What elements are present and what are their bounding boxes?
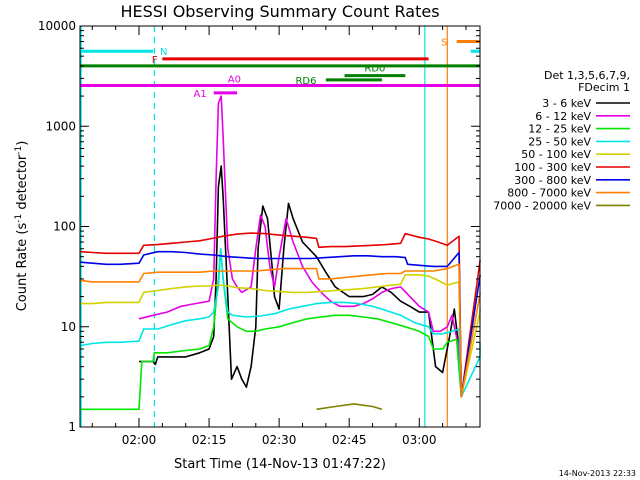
y-tick-label-10: 10 — [61, 320, 76, 334]
x-tick-label-02-30: 02:30 — [262, 433, 297, 447]
x-tick-label-02-00: 02:00 — [122, 433, 157, 447]
legend-label-12-25-kev: 12 - 25 keV — [528, 123, 591, 136]
series-line-12-25-kev — [80, 247, 463, 411]
flag-label-a0: A0 — [228, 74, 241, 85]
y-label-middle: detector — [15, 154, 30, 214]
y-axis-label: Count Rate (s-1 detector-1) — [14, 141, 30, 312]
legend-label-6-12-kev: 6 - 12 keV — [535, 110, 591, 123]
flag-label-n: N — [160, 47, 167, 58]
y-label-exp-1: -1 — [14, 214, 24, 223]
series-line-300-800-kev — [80, 250, 481, 398]
series-line-6-12-kev — [138, 95, 463, 397]
y-tick-label-1000: 1000 — [45, 119, 76, 133]
legend-label-800-7000-kev: 800 - 7000 keV — [507, 187, 591, 200]
flag-label-a1: A1 — [194, 89, 207, 100]
series-line-100-300-kev — [80, 232, 481, 398]
y-label-exp-2: -1 — [14, 146, 24, 155]
x-axis-ticks: 02:00 02:15 02:30 02:45 03:00 — [91, 26, 467, 447]
legend-label-25-50-kev: 25 - 50 keV — [528, 135, 591, 148]
series-line-25-50-kev — [80, 247, 481, 398]
series-line-3-6-kev — [139, 165, 463, 397]
chart-title: HESSI Observing Summary Count Rates — [120, 2, 439, 21]
legend-label-3-6-kev: 3 - 6 keV — [542, 97, 591, 110]
series-line-7000-20000-kev — [316, 403, 383, 411]
legend-header-line-2: FDecim 1 — [578, 81, 630, 94]
date-stamp: 14-Nov-2013 22:33 — [559, 469, 636, 478]
y-label-main: Count Rate (s — [15, 223, 30, 312]
flag-label-s: S — [441, 38, 447, 49]
flag-label-rd6: RD6 — [295, 76, 316, 87]
flag-label-rd0: RD0 — [364, 64, 385, 75]
x-tick-label-02-45: 02:45 — [332, 433, 367, 447]
y-axis-ticks: 1 10 100 1000 10000 — [38, 19, 480, 434]
flag-bars: N S F RD0 RD6 A0 A1 — [80, 38, 480, 100]
flag-label-f: F — [152, 55, 158, 66]
x-tick-label-03-00: 03:00 — [402, 433, 437, 447]
legend-label-100-300-kev: 100 - 300 keV — [514, 161, 591, 174]
series-line-50-100-kev — [80, 273, 481, 398]
x-axis-label: Start Time (14-Nov-13 01:47:22) — [174, 457, 386, 472]
legend-label-50-100-kev: 50 - 100 keV — [521, 148, 591, 161]
legend-label-7000-20000-kev: 7000 - 20000 keV — [493, 199, 591, 212]
series-line-800-7000-kev — [80, 263, 481, 398]
legend-header-line-1: Det 1,3,5,6,7,9, — [544, 69, 630, 82]
legend-label-300-800-kev: 300 - 800 keV — [514, 174, 591, 187]
vertical-markers — [80, 26, 448, 427]
series-lines — [80, 95, 481, 411]
y-label-end: ) — [15, 141, 30, 146]
y-tick-label-100: 100 — [53, 220, 76, 234]
y-tick-label-10000: 10000 — [38, 19, 76, 33]
y-tick-label-1: 1 — [68, 420, 76, 434]
x-tick-label-02-15: 02:15 — [192, 433, 227, 447]
